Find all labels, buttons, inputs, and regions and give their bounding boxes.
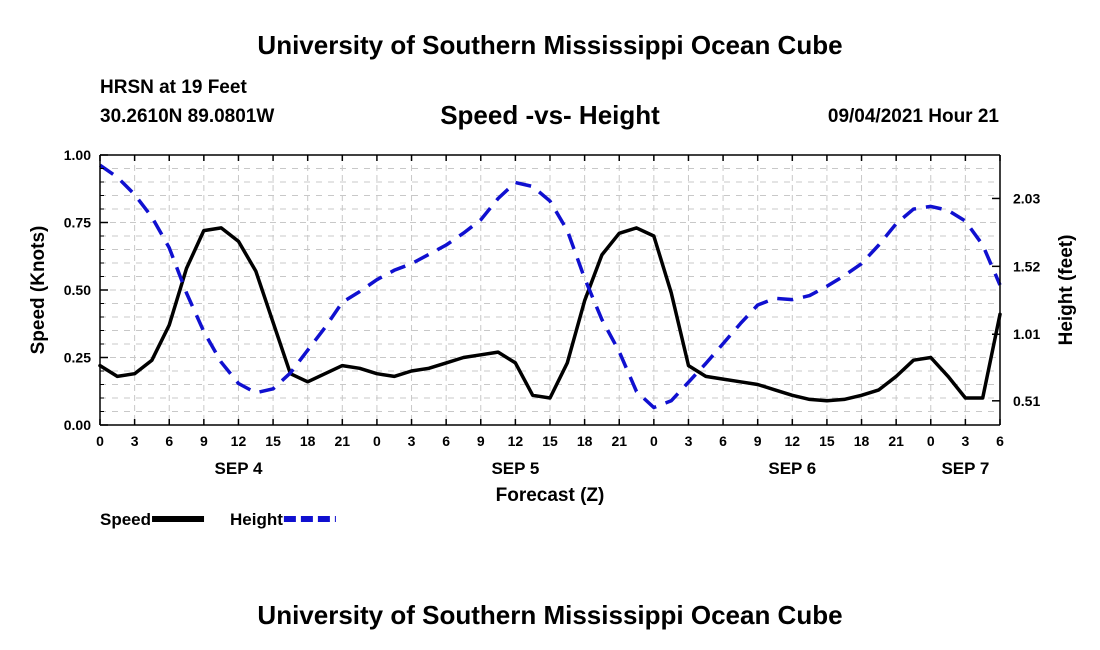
series-lines: [98, 163, 1002, 410]
x-tick-label: 15: [542, 433, 558, 449]
date-label: SEP 6: [768, 459, 816, 478]
date-label: SEP 5: [491, 459, 539, 478]
x-tick-label: 9: [477, 433, 485, 449]
y2-tick-label: 1.52: [1013, 258, 1040, 274]
y-tick-label: 0.25: [64, 350, 91, 366]
x-tick-label: 0: [96, 433, 104, 449]
x-tick-label: 3: [131, 433, 139, 449]
x-tick-label: 0: [373, 433, 381, 449]
x-axis-title: Forecast (Z): [496, 485, 605, 506]
x-tick-label: 12: [508, 433, 524, 449]
page-title: University of Southern Mississippi Ocean…: [257, 30, 843, 60]
x-tick-label: 9: [200, 433, 208, 449]
date-label: SEP 4: [215, 459, 263, 478]
x-tick-label: 6: [442, 433, 450, 449]
y-axis-title: Speed (Knots): [28, 226, 49, 355]
x-tick-label: 3: [408, 433, 416, 449]
grid: [100, 155, 1000, 425]
x-tick-label: 6: [165, 433, 173, 449]
x-tick-label: 9: [754, 433, 762, 449]
x-tick-label: 21: [888, 433, 904, 449]
footer-title: University of Southern Mississippi Ocean…: [257, 600, 843, 630]
height-series-line: [99, 163, 1002, 410]
legend-label-speed: Speed: [100, 510, 151, 529]
y-tick-label: 1.00: [64, 147, 91, 163]
x-tick-label: 18: [300, 433, 316, 449]
y2-tick-label: 1.01: [1013, 326, 1040, 342]
x-tick-label: 21: [335, 433, 351, 449]
legend-label-height: Height: [230, 510, 283, 529]
x-tick-label: 0: [650, 433, 658, 449]
chart-subtitle: Speed -vs- Height: [440, 100, 660, 130]
x-tick-label: 0: [927, 433, 935, 449]
x-tick-label: 21: [611, 433, 627, 449]
coordinates-label: 30.2610N 89.0801W: [100, 106, 275, 127]
x-tick-label: 6: [996, 433, 1004, 449]
x-tick-label: 12: [785, 433, 801, 449]
axis-labels: 0 3 6 9 12 15 18 21 0 3 6 9 12 15 18 21 0 3 6 9 12 15 18 21 0 3 6 0…: [28, 147, 1077, 506]
y-tick-label: 0.00: [64, 417, 91, 433]
legend: Speed Height: [100, 510, 336, 529]
speed-series-line: [98, 226, 1002, 403]
x-tick-label: 3: [961, 433, 969, 449]
y-tick-label: 0.50: [64, 282, 91, 298]
x-tick-label: 15: [265, 433, 281, 449]
x-tick-label: 3: [685, 433, 693, 449]
date-label: SEP 7: [941, 459, 989, 478]
y2-axis-title: Height (feet): [1056, 235, 1077, 346]
x-tick-label: 12: [231, 433, 247, 449]
x-tick-label: 6: [719, 433, 727, 449]
y-tick-label: 0.75: [64, 215, 91, 231]
axes: [99, 154, 1001, 426]
y2-tick-label: 0.51: [1013, 393, 1040, 409]
x-tick-label: 15: [819, 433, 835, 449]
y2-tick-label: 2.03: [1013, 190, 1040, 206]
x-tick-label: 18: [854, 433, 870, 449]
x-tick-label: 18: [577, 433, 593, 449]
station-label: HRSN at 19 Feet: [100, 77, 247, 98]
datetime-label: 09/04/2021 Hour 21: [827, 106, 999, 127]
